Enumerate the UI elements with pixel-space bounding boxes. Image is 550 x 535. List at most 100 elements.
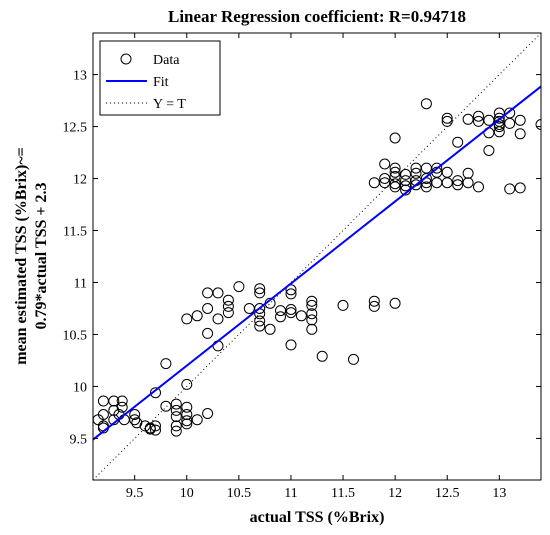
data-point bbox=[462, 177, 474, 189]
data-point bbox=[150, 387, 161, 399]
x-tick-label: 10 bbox=[180, 486, 194, 501]
data-point bbox=[493, 121, 505, 133]
data-point bbox=[431, 162, 443, 174]
legend-identity-label: Y = T bbox=[153, 97, 186, 112]
data-points-layer bbox=[93, 98, 541, 437]
data-point bbox=[389, 162, 401, 174]
data-point bbox=[212, 313, 224, 325]
y-tick-label: 13 bbox=[73, 69, 87, 84]
data-point bbox=[389, 166, 401, 178]
data-point bbox=[379, 158, 391, 170]
data-point bbox=[191, 310, 203, 322]
y-tick-label: 10.5 bbox=[63, 328, 88, 343]
data-point bbox=[222, 300, 234, 312]
data-point bbox=[306, 295, 318, 307]
data-point bbox=[410, 167, 422, 179]
data-point bbox=[275, 311, 286, 323]
legend-box bbox=[99, 40, 221, 116]
data-point bbox=[420, 98, 432, 110]
data-point bbox=[181, 401, 193, 413]
data-point bbox=[285, 284, 297, 296]
data-point bbox=[389, 181, 401, 193]
data-point bbox=[116, 401, 128, 413]
data-point bbox=[97, 409, 109, 420]
data-point bbox=[285, 307, 297, 319]
data-point bbox=[212, 287, 224, 299]
data-point bbox=[222, 307, 234, 319]
y-tick-label: 12.5 bbox=[63, 121, 88, 136]
plot-frame bbox=[92, 32, 542, 481]
y-axis-label-line1: mean estimated TSS (%Brix)~= bbox=[13, 147, 30, 365]
data-point bbox=[473, 115, 484, 127]
data-point bbox=[379, 173, 391, 184]
data-point bbox=[295, 310, 307, 322]
data-point bbox=[514, 128, 526, 140]
data-point bbox=[483, 114, 495, 126]
data-point bbox=[191, 414, 203, 426]
data-point bbox=[160, 400, 172, 412]
data-point bbox=[452, 136, 464, 148]
data-point bbox=[116, 395, 128, 407]
data-point bbox=[129, 414, 141, 426]
y-tick-label: 11 bbox=[74, 276, 87, 291]
data-point bbox=[264, 323, 276, 335]
data-point bbox=[222, 294, 234, 306]
data-point bbox=[473, 110, 484, 122]
x-tick-label: 9.5 bbox=[126, 486, 144, 501]
data-point bbox=[535, 119, 541, 130]
data-point bbox=[493, 112, 505, 124]
data-point bbox=[483, 145, 495, 156]
data-point bbox=[181, 313, 193, 325]
data-point bbox=[150, 424, 161, 436]
data-point bbox=[389, 297, 401, 309]
data-point bbox=[420, 181, 432, 193]
data-point bbox=[452, 179, 464, 191]
identity-line bbox=[93, 33, 541, 480]
x-tick-label: 12 bbox=[388, 486, 402, 501]
data-point bbox=[202, 303, 214, 314]
data-point bbox=[202, 327, 214, 339]
data-point bbox=[473, 181, 484, 193]
data-point bbox=[170, 398, 182, 410]
data-point bbox=[144, 422, 156, 434]
data-point bbox=[441, 112, 453, 124]
x-tick-label: 11 bbox=[284, 486, 297, 501]
data-point bbox=[254, 320, 266, 332]
data-point bbox=[400, 168, 412, 180]
identity-line-layer bbox=[93, 33, 541, 480]
data-point bbox=[514, 114, 526, 126]
y-tick-label: 11.5 bbox=[63, 225, 87, 240]
x-axis-label: actual TSS (%Brix) bbox=[250, 509, 385, 526]
data-point bbox=[285, 304, 297, 315]
data-point bbox=[150, 420, 161, 432]
data-point bbox=[348, 353, 359, 365]
data-point bbox=[493, 126, 505, 138]
data-point bbox=[337, 299, 349, 311]
data-point bbox=[389, 178, 401, 190]
x-tick-label: 10.5 bbox=[227, 486, 252, 501]
data-point bbox=[170, 420, 182, 432]
data-point bbox=[254, 283, 266, 295]
y-axis-ticks: 9.5 10 10.5 11 11.5 12 12.5 13 bbox=[63, 69, 541, 447]
x-tick-label: 12.5 bbox=[435, 486, 460, 501]
x-tick-label: 13 bbox=[492, 486, 506, 501]
data-point bbox=[504, 117, 516, 129]
data-point bbox=[441, 177, 453, 189]
legend-data-marker bbox=[120, 53, 132, 65]
data-point bbox=[285, 288, 297, 300]
y-tick-label: 10 bbox=[73, 380, 87, 395]
data-point bbox=[254, 315, 266, 327]
data-point bbox=[368, 300, 380, 312]
data-point bbox=[462, 113, 474, 125]
data-point bbox=[285, 339, 297, 351]
legend-fit-label: Fit bbox=[153, 75, 169, 90]
x-axis-ticks: 9.5 10 10.5 11 11.5 12 12.5 13 bbox=[126, 33, 506, 501]
legend: Data Fit Y = T bbox=[99, 40, 221, 116]
data-point bbox=[129, 409, 141, 420]
data-point bbox=[410, 179, 422, 191]
data-point bbox=[306, 308, 318, 320]
data-point bbox=[306, 314, 318, 326]
data-point bbox=[441, 115, 453, 127]
y-axis-label-line2: 0.79*actual TSS + 2.3 bbox=[33, 182, 50, 329]
